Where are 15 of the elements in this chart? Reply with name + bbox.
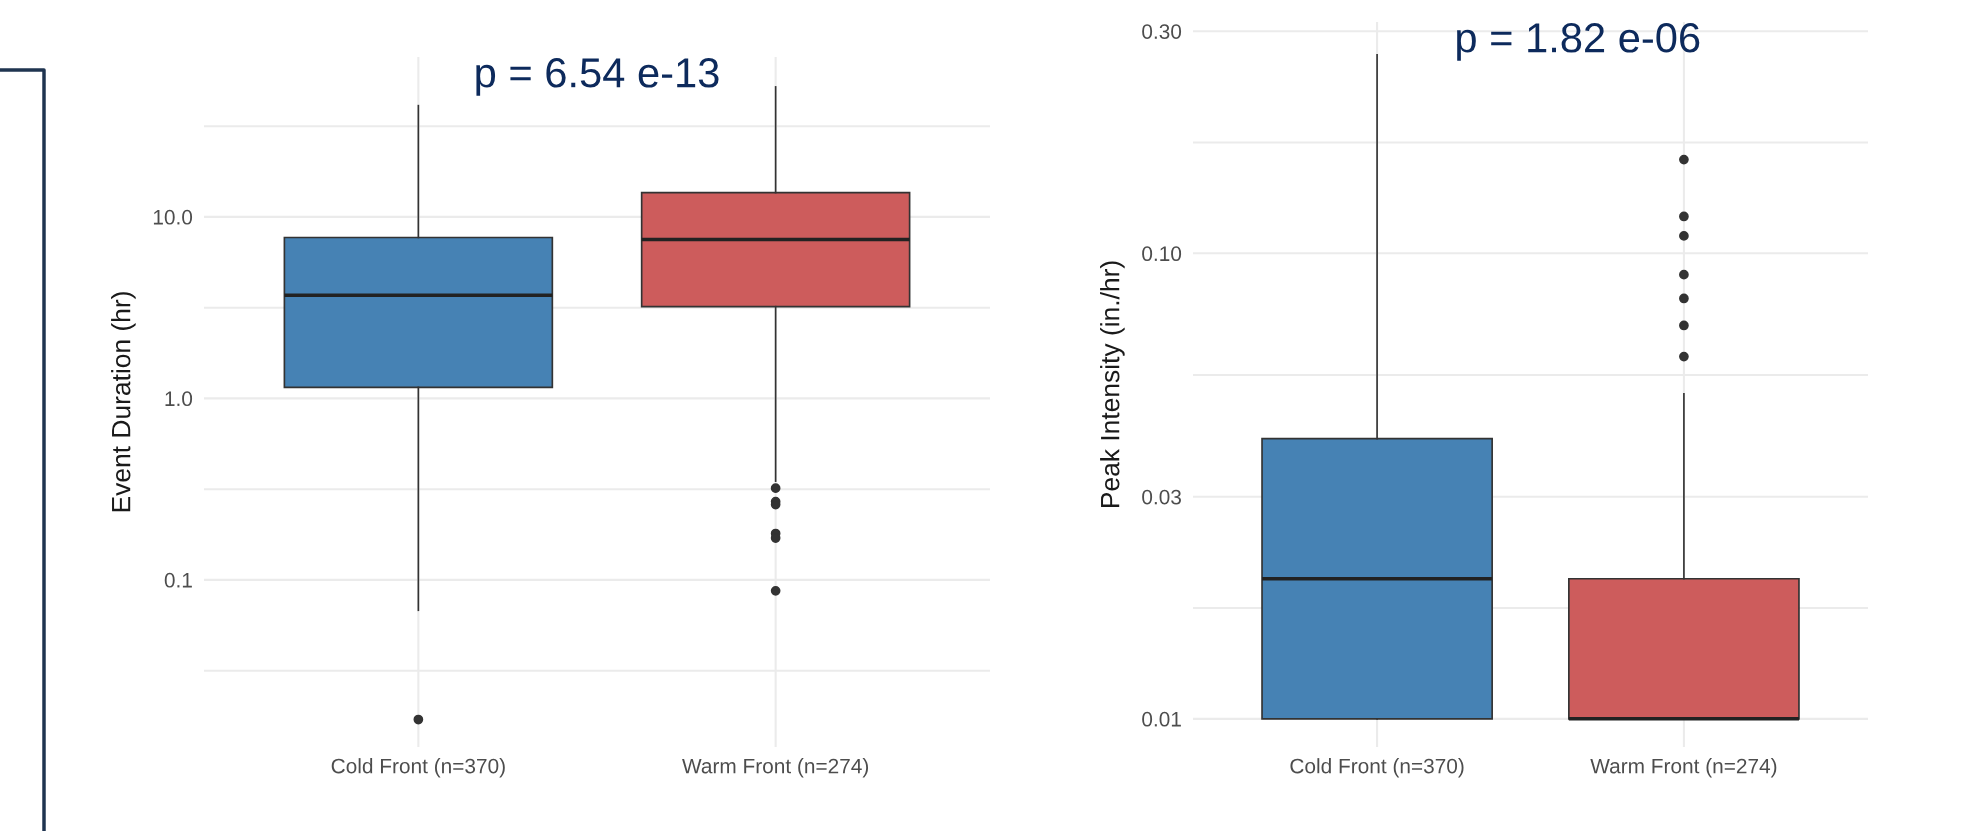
y-axis-title: Peak Intensity (in./hr) (1100, 261, 1125, 507)
y-tick-label: 0.10 (1142, 246, 1182, 262)
annotation: p = 6.54 e-13 (476, 58, 719, 96)
x-tick-label: Warm Front (n=274) (682, 758, 869, 778)
y-tick-label: 1.0 (165, 391, 193, 407)
y-tick-label: 0.03 (1142, 489, 1181, 505)
y-tick-label: 0.01 (1142, 711, 1181, 727)
y-tick-label: 10.0 (153, 209, 193, 225)
x-tick-label: Warm Front (n=274) (1590, 758, 1777, 778)
annotation: p = 1.82 e-06 (1457, 23, 1700, 61)
y-tick-label: 0.1 (164, 572, 192, 588)
y-axis-title: Event Duration (hr) (111, 292, 136, 512)
x-tick-label: Cold Front (n=370) (331, 758, 505, 778)
y-tick-label: 0.30 (1142, 24, 1182, 39)
x-tick-label: Cold Front (n=370) (1290, 758, 1464, 778)
